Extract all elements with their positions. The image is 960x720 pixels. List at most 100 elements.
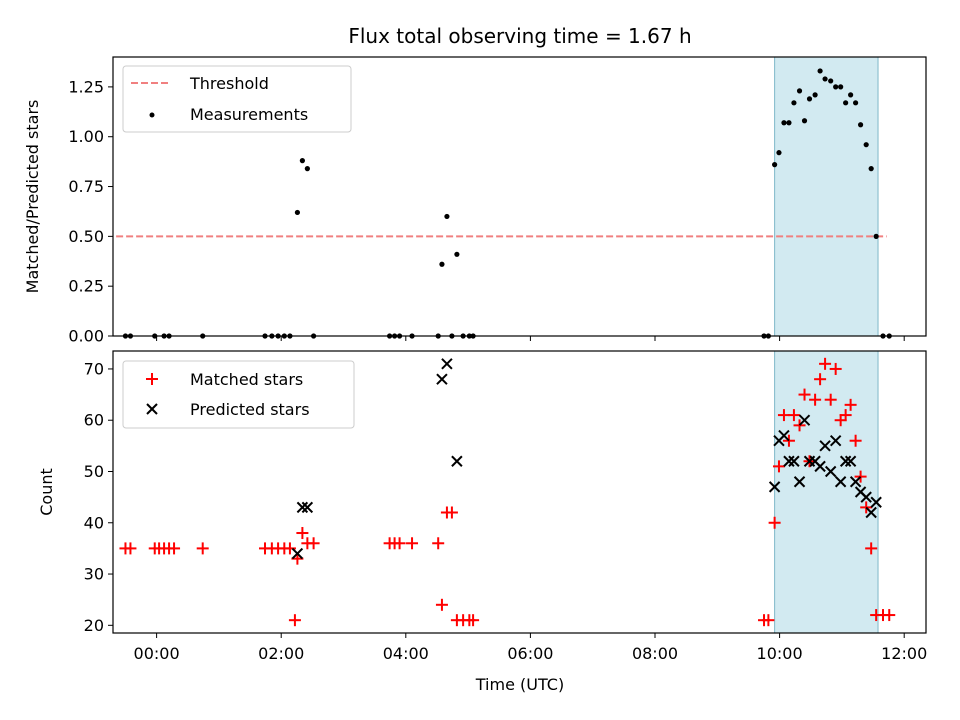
legend-measurements-label: Measurements	[190, 105, 308, 124]
matched-star-marker	[762, 614, 775, 627]
matched-star-marker	[288, 614, 301, 627]
measurement-point	[828, 78, 834, 84]
observing-window-bottom	[774, 350, 879, 634]
matched-star-marker	[296, 527, 309, 540]
measurement-point	[294, 209, 301, 216]
predicted-star-marker	[301, 501, 314, 514]
predicted-star-marker	[829, 435, 842, 447]
matched-star-marker	[849, 434, 862, 447]
predicted-star-marker	[870, 496, 882, 508]
ratio-y-axis-label: Matched/Predicted stars	[23, 100, 42, 294]
count-ytick-label: 40	[84, 513, 104, 532]
legend-threshold-label: Threshold	[189, 74, 269, 93]
count-xtick-label: 08:00	[632, 644, 678, 663]
measurement-point	[817, 68, 823, 74]
matched-star-marker	[824, 393, 837, 406]
matched-star-marker	[844, 398, 857, 411]
ratio-legend-box	[122, 65, 352, 133]
legend-matched-swatch	[146, 373, 158, 385]
matched-star-marker	[393, 537, 406, 550]
measurement-point	[863, 142, 869, 148]
matched-stars-points	[119, 357, 896, 627]
matched-star-marker	[787, 409, 800, 422]
matched-star-marker	[798, 388, 811, 401]
measurement-point	[812, 92, 818, 98]
count-legend: Matched stars Predicted stars	[122, 360, 355, 429]
chart-title: Flux total observing time = 1.67 h	[348, 24, 691, 48]
measurement-point	[853, 100, 859, 106]
matched-star-marker	[814, 373, 827, 386]
matched-star-marker	[782, 434, 795, 447]
matched-star-marker	[819, 357, 832, 370]
ratio-panel: 0.00 0.25 0.50 0.75 1.00 1.25 Matched/Predict…	[23, 56, 927, 346]
predicted-star-marker	[778, 429, 790, 442]
matched-star-marker	[883, 609, 896, 622]
predicted-star-marker	[768, 481, 781, 493]
measurement-point	[786, 120, 792, 126]
predicted-star-marker	[788, 455, 800, 467]
measurement-point	[776, 150, 782, 156]
matched-star-marker	[168, 542, 181, 555]
measurement-point	[848, 92, 854, 98]
measurement-point	[454, 251, 460, 257]
ratio-panel-ticks: 0.00 0.25 0.50 0.75 1.00 1.25	[68, 77, 905, 346]
matched-star-marker	[196, 542, 209, 555]
legend-predicted-label: Predicted stars	[190, 400, 310, 419]
matched-star-marker	[467, 614, 480, 627]
predicted-star-marker	[814, 460, 826, 473]
count-panel-ticks: 20 30 40 50 60 70 00:00 02:00 04:00 06:00 08:00 10:…	[84, 359, 928, 663]
predicted-star-marker	[798, 414, 811, 426]
matched-star-marker	[829, 362, 842, 375]
count-y-axis-label: Count	[37, 468, 56, 516]
predicted-star-marker	[291, 547, 304, 560]
matched-star-marker	[124, 542, 137, 555]
ratio-ytick-label: 0.25	[68, 277, 104, 296]
ratio-ytick-label: 1.25	[68, 77, 104, 96]
measurement-point	[791, 100, 797, 106]
measurement-point	[304, 166, 310, 172]
count-ytick-label: 30	[84, 565, 104, 584]
matched-star-marker	[865, 542, 878, 555]
matched-star-marker	[432, 537, 445, 550]
measurement-point	[444, 213, 450, 220]
predicted-star-marker	[839, 455, 852, 467]
count-ytick-label: 70	[84, 359, 104, 378]
predicted-star-marker	[844, 455, 857, 467]
ratio-ytick-label: 0.75	[68, 177, 104, 196]
predicted-star-marker	[824, 465, 837, 478]
matched-star-marker	[283, 542, 296, 555]
count-panel: 20 30 40 50 60 70 00:00 02:00 04:00 06:00 08:00 10:…	[37, 350, 928, 694]
matched-star-marker	[860, 501, 873, 514]
measurement-point	[873, 233, 879, 239]
predicted-star-marker	[819, 440, 831, 452]
measurement-point	[772, 162, 778, 168]
matched-star-marker	[839, 409, 852, 422]
ratio-ytick-label: 0.50	[68, 227, 104, 246]
measurement-point	[833, 84, 839, 90]
observing-window-top	[774, 56, 879, 337]
predicted-star-marker	[451, 455, 463, 467]
matched-star-marker	[445, 506, 458, 519]
ratio-ytick-label: 0.00	[68, 327, 104, 346]
count-ytick-label: 20	[84, 616, 104, 635]
predicted-star-marker	[296, 501, 309, 514]
measurement-point	[801, 118, 808, 124]
measurement-point	[857, 122, 864, 128]
matched-star-marker	[809, 393, 822, 406]
predicted-stars-points	[291, 358, 882, 560]
predicted-star-marker	[441, 358, 453, 370]
predicted-star-marker	[834, 476, 847, 488]
count-legend-box	[122, 360, 355, 429]
matched-star-marker	[854, 470, 867, 483]
ratio-legend: Threshold Measurements	[122, 65, 352, 133]
count-xtick-label: 00:00	[134, 644, 180, 663]
count-xtick-label: 10:00	[757, 644, 803, 663]
matched-star-marker	[435, 598, 448, 611]
count-ytick-label: 60	[84, 411, 104, 430]
measurement-point	[806, 96, 813, 102]
count-xtick-label: 06:00	[507, 644, 553, 663]
matched-star-marker	[406, 537, 419, 550]
legend-matched-label: Matched stars	[190, 370, 303, 389]
measurement-point	[822, 76, 828, 82]
